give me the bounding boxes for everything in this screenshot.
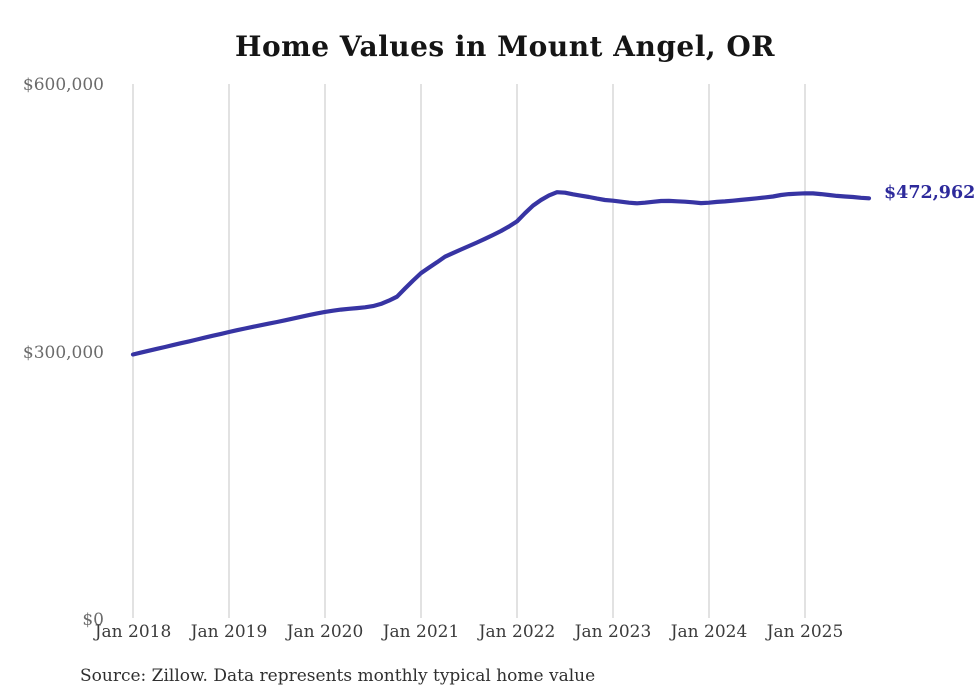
- x-tick-label: Jan 2019: [190, 622, 268, 642]
- chart-title: Home Values in Mount Angel, OR: [234, 30, 775, 63]
- latest-value-label: $472,962: [884, 183, 976, 204]
- x-tick-label: Jan 2021: [382, 622, 460, 642]
- y-tick-label: $0: [82, 610, 104, 630]
- gridlines: [132, 84, 806, 618]
- x-tick-label: Jan 2020: [286, 622, 364, 642]
- y-tick-label: $300,000: [22, 342, 104, 363]
- y-tick-label: $600,000: [22, 75, 104, 95]
- home-value-line: [130, 190, 872, 357]
- x-tick-label: Jan 2023: [574, 622, 652, 642]
- x-tick-label: Jan 2024: [670, 622, 748, 642]
- x-tick-label: Jan 2025: [766, 622, 844, 642]
- x-tick-label: Jan 2022: [478, 622, 556, 642]
- x-tick-label: Jan 2018: [94, 622, 172, 642]
- source-note: Source: Zillow. Data represents monthly …: [80, 666, 596, 686]
